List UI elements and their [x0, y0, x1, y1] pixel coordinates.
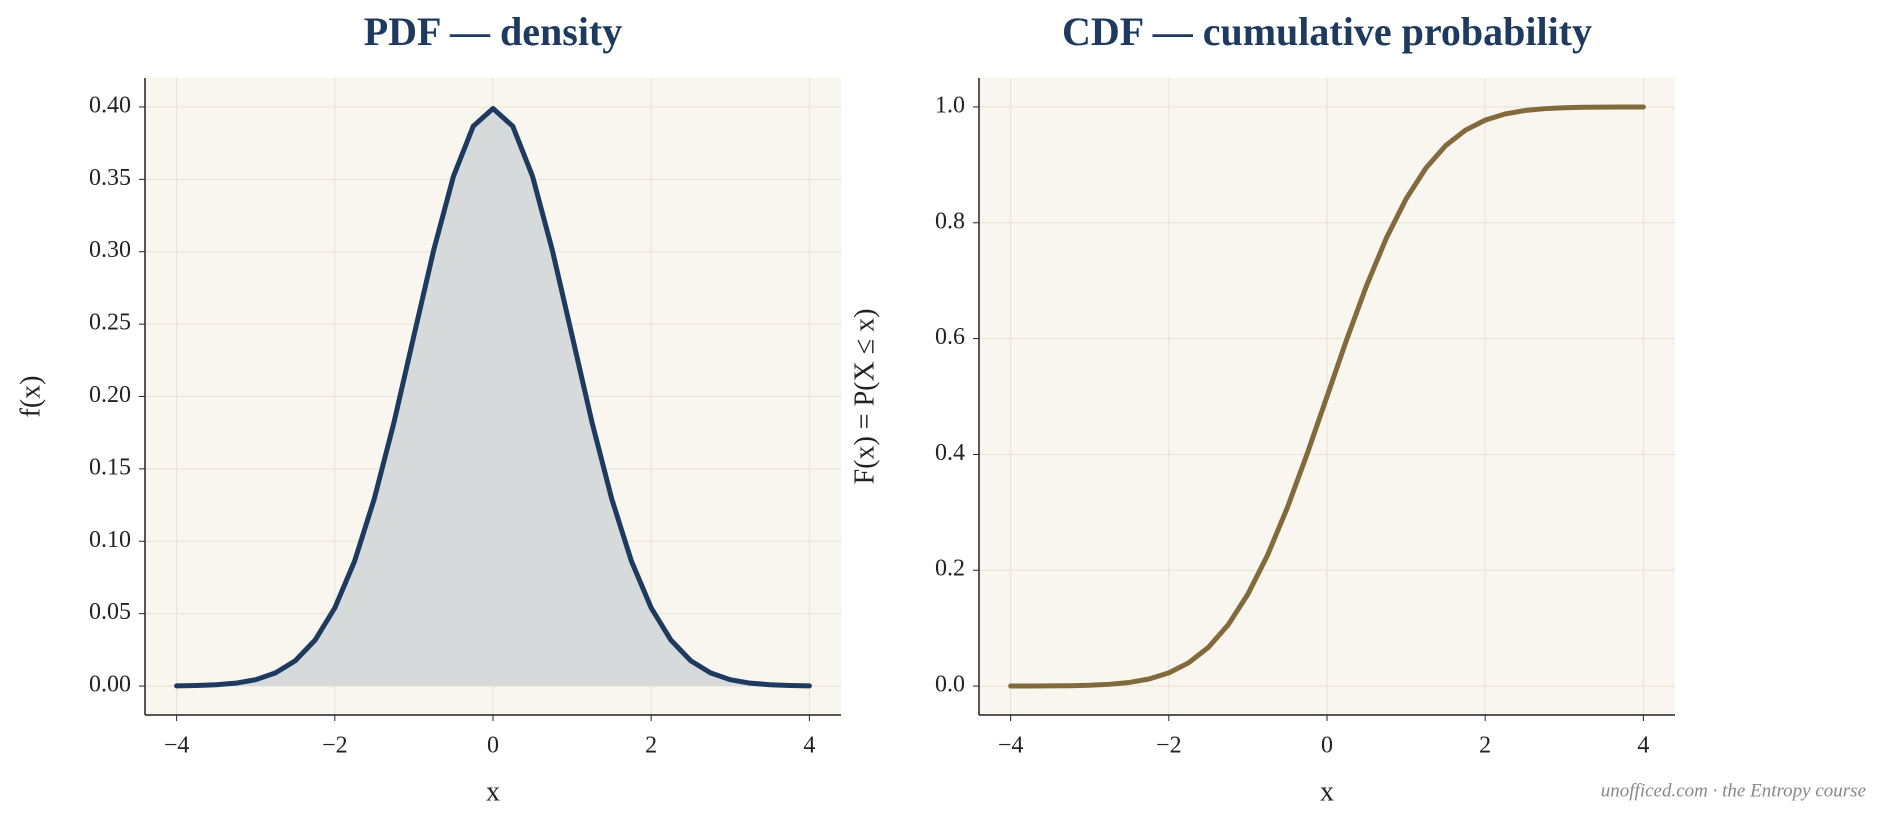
y-tick-label: 0.4 — [935, 440, 965, 466]
y-tick-label: 0.8 — [935, 208, 965, 234]
y-tick-label: 0.25 — [89, 310, 131, 336]
x-axis-label: x — [486, 776, 500, 807]
y-tick-label: 0.30 — [89, 237, 131, 263]
x-tick-label: 0 — [487, 733, 499, 759]
y-tick-label: 0.6 — [935, 324, 965, 350]
y-tick-label: 0.15 — [89, 454, 131, 480]
x-tick-label: 2 — [645, 733, 657, 759]
y-tick-label: 0.10 — [89, 527, 131, 553]
watermark: unofficed.com · the Entropy course — [1601, 780, 1866, 801]
y-tick-label: 0.0 — [935, 672, 965, 698]
y-axis-label: F(x) = P(X ≤ x) — [849, 309, 880, 485]
x-tick-label: 2 — [1479, 733, 1491, 759]
x-tick-label: 0 — [1321, 733, 1333, 759]
y-tick-label: 0.05 — [89, 599, 131, 625]
x-tick-label: −4 — [164, 733, 190, 759]
y-tick-label: 0.00 — [89, 672, 131, 698]
area — [176, 108, 810, 687]
line — [1008, 104, 1646, 689]
y-tick-label: 0.20 — [89, 382, 131, 408]
x-tick-label: −2 — [1156, 733, 1182, 759]
chart-title: PDF — density — [364, 9, 623, 54]
y-tick-label: 0.40 — [89, 92, 131, 118]
x-tick-label: −4 — [998, 733, 1024, 759]
x-axis-label: x — [1320, 776, 1334, 807]
x-tick-label: 4 — [803, 733, 815, 759]
y-axis-label: f(x) — [15, 376, 46, 418]
y-tick-label: 0.35 — [89, 165, 131, 191]
x-tick-label: −2 — [322, 733, 348, 759]
chart-title: CDF — cumulative probability — [1062, 9, 1592, 54]
y-tick-label: 0.2 — [935, 556, 965, 582]
line — [174, 106, 812, 689]
x-tick-label: 4 — [1637, 733, 1649, 759]
y-tick-label: 1.0 — [935, 92, 965, 118]
